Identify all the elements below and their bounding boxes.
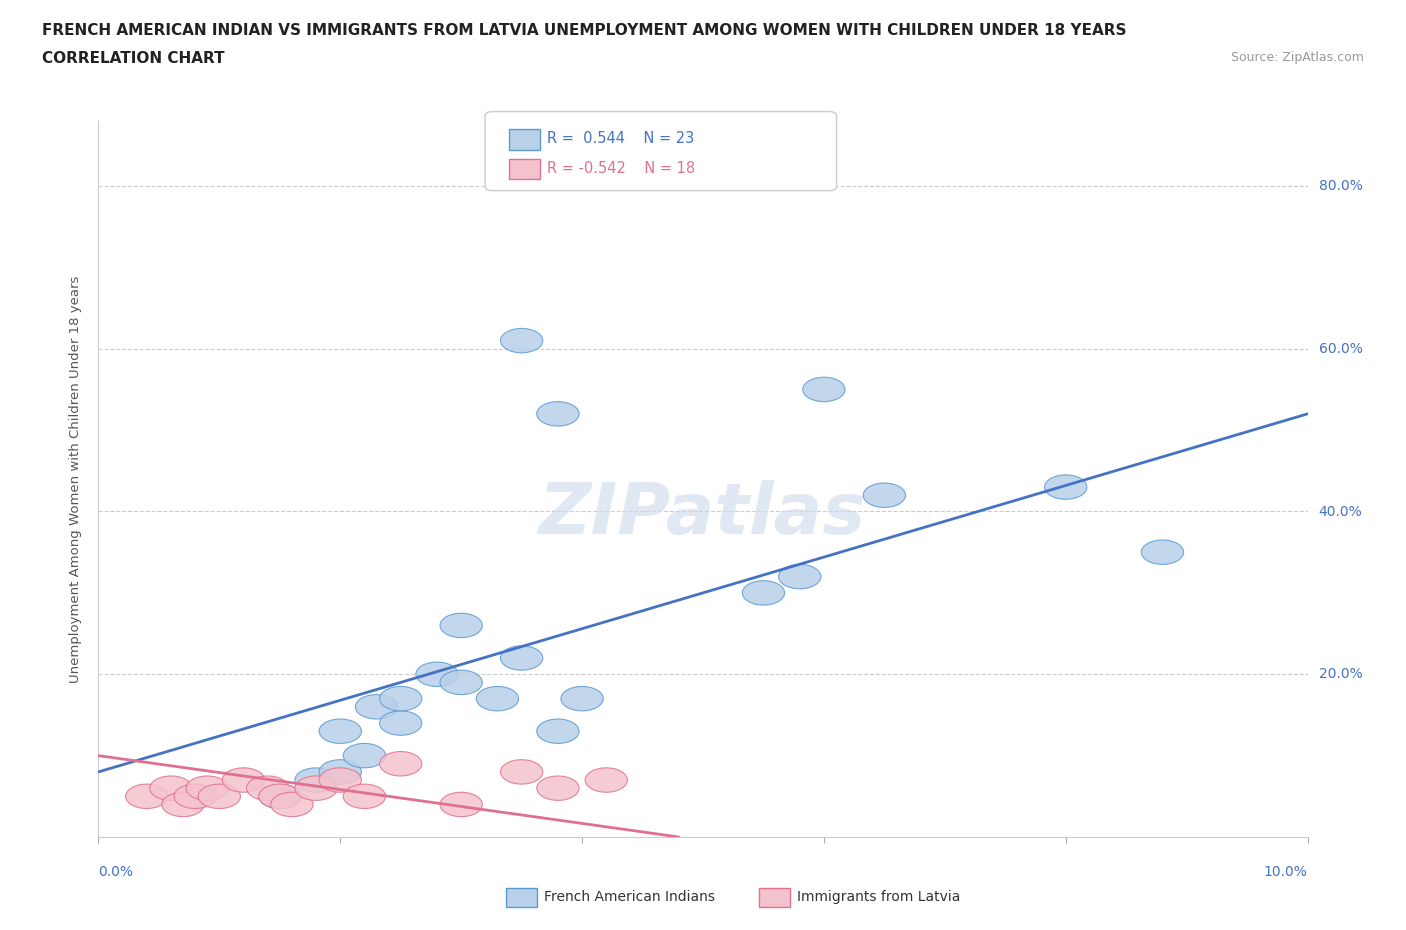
Text: Immigrants from Latvia: Immigrants from Latvia: [797, 890, 960, 905]
Ellipse shape: [295, 768, 337, 792]
Text: CORRELATION CHART: CORRELATION CHART: [42, 51, 225, 66]
Ellipse shape: [150, 776, 193, 801]
Y-axis label: Unemployment Among Women with Children Under 18 years: Unemployment Among Women with Children U…: [69, 275, 83, 683]
Ellipse shape: [585, 768, 627, 792]
Ellipse shape: [380, 711, 422, 736]
Text: 20.0%: 20.0%: [1319, 667, 1362, 682]
Ellipse shape: [380, 751, 422, 776]
Ellipse shape: [1045, 475, 1087, 499]
Ellipse shape: [162, 792, 204, 817]
Ellipse shape: [356, 695, 398, 719]
Text: R =  0.544    N = 23: R = 0.544 N = 23: [547, 131, 695, 146]
Ellipse shape: [537, 719, 579, 743]
Text: 0.0%: 0.0%: [98, 865, 134, 879]
Ellipse shape: [319, 719, 361, 743]
Ellipse shape: [537, 402, 579, 426]
Ellipse shape: [863, 483, 905, 508]
Ellipse shape: [561, 686, 603, 711]
Ellipse shape: [501, 328, 543, 352]
Ellipse shape: [125, 784, 167, 808]
Ellipse shape: [742, 580, 785, 605]
Ellipse shape: [803, 378, 845, 402]
Ellipse shape: [174, 784, 217, 808]
Ellipse shape: [380, 686, 422, 711]
Ellipse shape: [440, 613, 482, 638]
Text: FRENCH AMERICAN INDIAN VS IMMIGRANTS FROM LATVIA UNEMPLOYMENT AMONG WOMEN WITH C: FRENCH AMERICAN INDIAN VS IMMIGRANTS FRO…: [42, 23, 1126, 38]
Ellipse shape: [416, 662, 458, 686]
Ellipse shape: [246, 776, 288, 801]
Ellipse shape: [501, 760, 543, 784]
Ellipse shape: [295, 776, 337, 801]
Ellipse shape: [198, 784, 240, 808]
Ellipse shape: [779, 565, 821, 589]
Text: 60.0%: 60.0%: [1319, 341, 1362, 356]
Ellipse shape: [186, 776, 228, 801]
Text: French American Indians: French American Indians: [544, 890, 716, 905]
Ellipse shape: [537, 776, 579, 801]
Ellipse shape: [222, 768, 264, 792]
Ellipse shape: [319, 768, 361, 792]
Ellipse shape: [501, 645, 543, 671]
Text: Source: ZipAtlas.com: Source: ZipAtlas.com: [1230, 51, 1364, 64]
Ellipse shape: [440, 792, 482, 817]
Ellipse shape: [440, 671, 482, 695]
Text: 40.0%: 40.0%: [1319, 504, 1362, 519]
Text: R = -0.542    N = 18: R = -0.542 N = 18: [547, 161, 695, 176]
Ellipse shape: [343, 784, 385, 808]
Ellipse shape: [343, 743, 385, 768]
Ellipse shape: [259, 784, 301, 808]
Ellipse shape: [1142, 540, 1184, 565]
Text: ZIPatlas: ZIPatlas: [540, 480, 866, 550]
Text: 80.0%: 80.0%: [1319, 179, 1362, 193]
Ellipse shape: [271, 792, 314, 817]
Text: 10.0%: 10.0%: [1264, 865, 1308, 879]
Ellipse shape: [259, 784, 301, 808]
Ellipse shape: [319, 760, 361, 784]
Ellipse shape: [477, 686, 519, 711]
